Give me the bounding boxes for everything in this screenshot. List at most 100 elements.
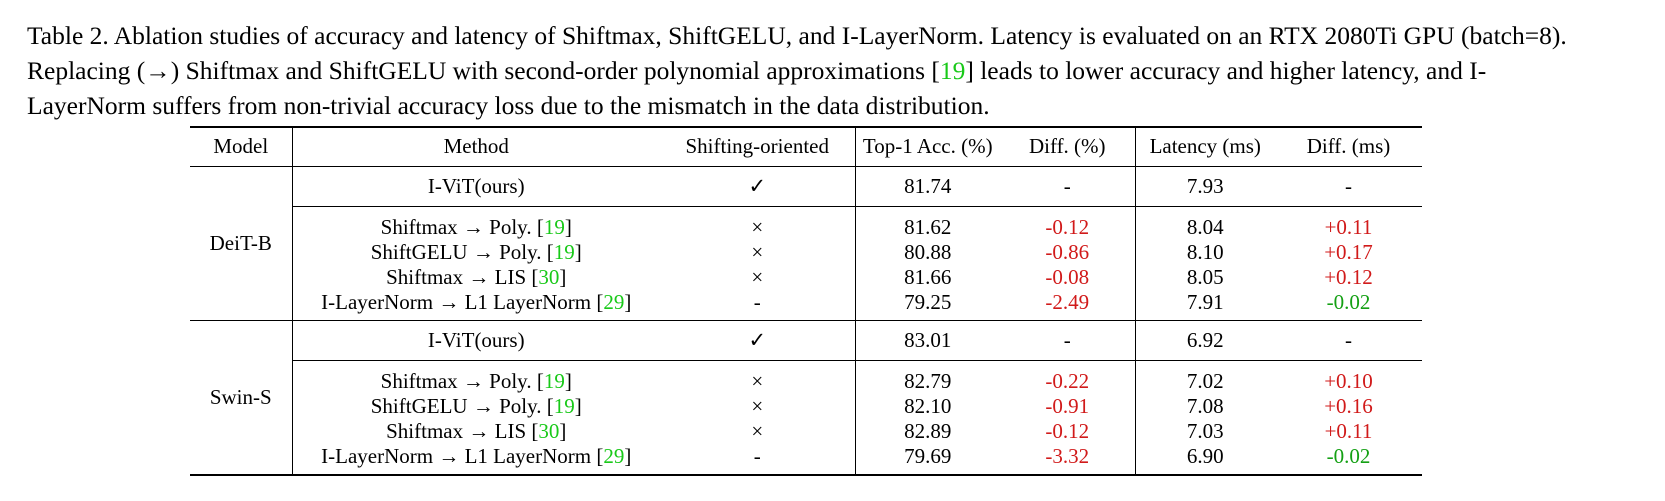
group-swin-s: Swin-S I-ViT(ours) ✓ 83.01 - 6.92 - Shif… — [190, 320, 1422, 475]
diff-ms-cell: -0.02 — [1326, 443, 1371, 468]
diff-ms-cell: +0.16 — [1324, 393, 1373, 418]
latency-cell: 8.04 — [1134, 205, 1275, 240]
checkmark-icon: ✓ — [748, 173, 767, 198]
table-row: Shiftmax → Poly. [19] × 81.62 -0.12 8.04… — [190, 205, 1422, 240]
top1-cell: 82.79 — [854, 359, 1000, 394]
model-name: Swin-S — [209, 384, 272, 409]
latency-cell: 6.90 — [1134, 443, 1275, 475]
method-text: Shiftmax → LIS [ — [386, 264, 539, 289]
table-row: ShiftGELU → Poly. [19] × 80.88 -0.86 8.1… — [190, 239, 1422, 265]
table-row: DeiT-B I-ViT(ours) ✓ 81.74 - 7.93 - — [190, 166, 1422, 255]
diff-acc-cell: -0.12 — [1045, 418, 1090, 443]
latency-cell: 6.92 — [1134, 320, 1275, 360]
cross-icon: × — [660, 205, 855, 240]
latency-cell: 7.93 — [1134, 166, 1275, 206]
method-citation[interactable]: 29 — [603, 443, 625, 468]
method-text: ShiftGELU → Poly. [ — [370, 239, 554, 264]
header-shifting: Shifting-oriented — [685, 134, 829, 159]
diff-ms-cell: - — [1345, 173, 1352, 198]
diff-acc-cell: -0.22 — [1000, 359, 1135, 394]
method-text: Shiftmax → LIS [ — [386, 418, 539, 443]
method-cell: I-LayerNorm → L1 LayerNorm [29] — [291, 289, 660, 320]
model-name: DeiT-B — [209, 230, 272, 255]
shifting-cell: - — [753, 289, 761, 314]
diff-ms-cell: -0.02 — [1326, 289, 1371, 314]
cross-icon: × — [751, 239, 764, 264]
top1-cell: 81.74 — [854, 166, 1000, 206]
method-text: I-LayerNorm → L1 LayerNorm [ — [321, 443, 604, 468]
method-citation[interactable]: 19 — [553, 239, 575, 264]
caption-citation[interactable]: 19 — [939, 56, 966, 85]
ablation-table: Model Method Shifting-oriented Top-1 Acc… — [190, 126, 1422, 476]
top1-cell: 81.62 — [854, 205, 1000, 240]
method-cell: I-ViT(ours) — [291, 166, 660, 206]
method-citation[interactable]: 30 — [538, 264, 560, 289]
method-text-end: ] — [564, 368, 572, 393]
method-text-end: ] — [559, 418, 567, 443]
top1-cell: 83.01 — [854, 320, 1000, 360]
method-text-end: ] — [574, 239, 582, 264]
header-top1: Top-1 Acc. (%) — [854, 127, 1000, 166]
header-diff-ms: Diff. (ms) — [1306, 134, 1391, 159]
diff-acc-cell: - — [1063, 173, 1071, 198]
diff-acc-cell: -0.91 — [1045, 393, 1090, 418]
method-citation[interactable]: 30 — [538, 418, 560, 443]
cross-icon: × — [751, 418, 764, 443]
diff-ms-cell: +0.11 — [1324, 418, 1373, 443]
method-text: ShiftGELU → Poly. [ — [370, 393, 554, 418]
top1-cell: 79.69 — [854, 443, 1000, 475]
cross-icon: × — [660, 359, 855, 394]
method-text-end: ] — [564, 214, 572, 239]
diff-ms-cell: +0.10 — [1275, 359, 1422, 394]
table-header: Model Method Shifting-oriented Top-1 Acc… — [190, 127, 1422, 166]
cross-icon: × — [751, 393, 764, 418]
method-cell: Shiftmax → Poly. [19] — [291, 205, 660, 240]
method-cell: Shiftmax → LIS [30] — [291, 264, 660, 290]
header-latency: Latency (ms) — [1134, 127, 1275, 166]
top1-cell: 82.10 — [854, 393, 1000, 419]
method-text: Shiftmax → Poly. [ — [380, 368, 544, 393]
top1-cell: 82.89 — [854, 418, 1000, 444]
latency-cell: 7.91 — [1134, 289, 1275, 320]
header-diff-acc: Diff. (%) — [1028, 134, 1106, 159]
diff-acc-cell: -3.32 — [1045, 443, 1090, 468]
table-row: Shiftmax → LIS [30] × 81.66 -0.08 8.05 +… — [190, 264, 1422, 290]
method-cell: Shiftmax → LIS [30] — [291, 418, 660, 444]
diff-acc-cell: -0.12 — [1000, 205, 1135, 240]
latency-cell: 8.05 — [1134, 264, 1275, 290]
top1-cell: 79.25 — [854, 289, 1000, 320]
method-text-end: ] — [574, 393, 582, 418]
method-cell: I-ViT(ours) — [291, 320, 660, 360]
diff-acc-cell: -0.08 — [1045, 264, 1090, 289]
table-row: Shiftmax → Poly. [19] × 82.79 -0.22 7.02… — [190, 359, 1422, 394]
method-cell: ShiftGELU → Poly. [19] — [291, 239, 660, 265]
caption-suffix: ] leads to lower accuracy and higher lat… — [27, 56, 1487, 120]
caption-prefix: Table 2. Ablation studies of accuracy an… — [27, 21, 1567, 85]
latency-cell: 7.08 — [1134, 393, 1275, 419]
latency-cell: 8.10 — [1134, 239, 1275, 265]
table-row: Shiftmax → LIS [30] × 82.89 -0.12 7.03 +… — [190, 418, 1422, 444]
table-row: Swin-S I-ViT(ours) ✓ 83.01 - 6.92 - — [190, 320, 1422, 409]
method-text-end: ] — [624, 443, 632, 468]
shifting-cell: - — [753, 443, 761, 468]
method-citation[interactable]: 19 — [543, 368, 565, 393]
method-citation[interactable]: 19 — [553, 393, 575, 418]
method-cell: Shiftmax → Poly. [19] — [291, 359, 660, 394]
diff-ms-cell: +0.17 — [1324, 239, 1373, 264]
top1-cell: 81.66 — [854, 264, 1000, 290]
diff-ms-cell: - — [1345, 327, 1352, 352]
table-row: I-LayerNorm → L1 LayerNorm [29] - 79.69 … — [190, 443, 1422, 475]
group-deit-b: DeiT-B I-ViT(ours) ✓ 81.74 - 7.93 - Shif… — [190, 166, 1422, 320]
method-cell: ShiftGELU → Poly. [19] — [291, 393, 660, 419]
header-method: Method — [291, 127, 660, 166]
table-row: ShiftGELU → Poly. [19] × 82.10 -0.91 7.0… — [190, 393, 1422, 419]
checkmark-icon: ✓ — [748, 327, 767, 352]
method-citation[interactable]: 29 — [603, 289, 625, 314]
cross-icon: × — [751, 264, 764, 289]
method-citation[interactable]: 19 — [543, 214, 565, 239]
method-text: Shiftmax → Poly. [ — [380, 214, 544, 239]
table-caption: Table 2. Ablation studies of accuracy an… — [27, 18, 1587, 123]
diff-ms-cell: +0.12 — [1324, 264, 1373, 289]
top1-cell: 80.88 — [854, 239, 1000, 265]
method-cell: I-LayerNorm → L1 LayerNorm [29] — [291, 443, 660, 475]
